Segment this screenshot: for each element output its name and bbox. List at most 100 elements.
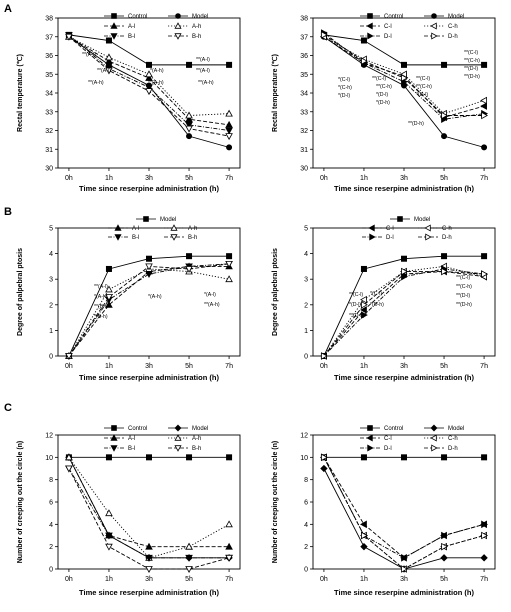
legend-item: Control <box>104 425 147 432</box>
data-point <box>105 509 113 517</box>
series-a-h <box>65 265 233 359</box>
legend-item: Model <box>390 216 430 223</box>
series-c-l <box>319 453 487 562</box>
series-line <box>68 457 230 559</box>
legend-label: C-l <box>384 436 392 442</box>
legend-marker <box>431 13 437 19</box>
y-tick-label: 2 <box>304 302 308 309</box>
data-point <box>225 127 233 135</box>
y-tick-label: 2 <box>49 544 53 551</box>
x-axis-title: Time since reserpine administration (h) <box>334 588 474 597</box>
data-point <box>481 61 488 68</box>
data-point <box>481 520 489 529</box>
legend-marker <box>367 425 373 431</box>
data-point <box>361 531 368 540</box>
significance-annotation: **(D-h) <box>456 302 472 308</box>
data-point <box>481 531 489 540</box>
legend-item: A-h <box>168 22 201 30</box>
x-tick-label: 7h <box>480 363 488 370</box>
legend-label: B-h <box>192 446 201 452</box>
x-tick-label: 3h <box>145 363 153 370</box>
legend-marker <box>175 13 181 19</box>
legend-label: B-l <box>128 34 135 40</box>
legend-marker <box>111 13 117 19</box>
y-tick-label: 8 <box>49 477 53 484</box>
y-tick-label: 35 <box>300 72 308 79</box>
significance-annotation: **(C-l) <box>372 76 386 82</box>
data-point <box>145 61 152 68</box>
chart-6: 0 2 4 6 8 10 12 0h 1h 3h 5h 7h Time since reserpine … <box>272 424 496 597</box>
series-line <box>323 457 485 559</box>
data-point <box>105 543 113 551</box>
series-control <box>65 454 233 461</box>
y-tick-label: 0 <box>304 567 308 574</box>
legend-marker <box>366 22 373 30</box>
significance-annotation: **(D-h) <box>408 121 424 127</box>
data-point <box>320 464 328 473</box>
data-point <box>360 295 367 304</box>
data-point <box>105 294 113 302</box>
chart-2: 30 31 32 33 34 35 36 37 38 0h 1h 3h 5h 7h Time since r… <box>271 13 496 193</box>
data-point <box>145 74 153 81</box>
data-point <box>321 453 328 462</box>
data-point <box>185 125 193 133</box>
data-point <box>225 554 233 562</box>
legend-marker <box>170 234 178 241</box>
data-point <box>360 37 367 44</box>
x-tick-label: 5h <box>185 175 193 182</box>
legend-item: B-h <box>168 445 201 452</box>
y-tick-label: 38 <box>300 16 308 23</box>
series-line <box>68 36 230 116</box>
legend-marker <box>111 425 117 431</box>
data-point <box>225 260 233 268</box>
y-tick-label: 33 <box>45 109 53 116</box>
y-tick-label: 0 <box>304 354 308 361</box>
y-tick-label: 6 <box>49 500 53 507</box>
x-tick-label: 3h <box>400 576 408 583</box>
legend-item: D-h <box>424 444 458 452</box>
legend-label: A-l <box>132 226 139 232</box>
legend-item: D-l <box>360 32 392 40</box>
significance-annotation: **(B-l) <box>94 304 108 310</box>
significance-annotation: **(A-l) <box>196 68 210 74</box>
significance-annotation: *(C-l) <box>338 77 350 83</box>
y-tick-label: 12 <box>300 433 308 440</box>
significance-annotation: *(D-l) <box>338 93 350 99</box>
x-tick-label: 1h <box>360 175 368 182</box>
data-point <box>401 554 408 562</box>
y-axis-title: Degree of palpebral ptosis <box>17 248 24 336</box>
legend-item: Model <box>168 13 208 20</box>
panel-label-c: C <box>4 402 12 414</box>
significance-annotation: **(A-h) <box>88 80 104 86</box>
y-tick-label: 34 <box>300 91 308 98</box>
significance-annotation: **(A-l) <box>196 57 210 63</box>
legend-label: B-l <box>132 235 139 241</box>
legend-marker <box>368 224 375 232</box>
significance-annotation: *(D-h) <box>370 302 384 308</box>
data-point <box>440 554 448 562</box>
y-tick-label: 1 <box>304 328 308 335</box>
legend-label: B-l <box>128 446 135 452</box>
data-point <box>225 542 233 550</box>
series-a-h <box>65 32 233 119</box>
data-point <box>480 102 487 110</box>
y-tick-label: 32 <box>45 128 53 135</box>
legend: Control Model C-l C-h D-l D-h <box>360 13 464 40</box>
legend-label: Model <box>192 14 208 20</box>
chart-5: 0 2 4 6 8 10 12 0h 1h 3h 5h 7h Time since reserpine … <box>17 424 241 597</box>
y-tick-label: 31 <box>300 147 308 154</box>
significance-annotation: *(C-l) <box>370 291 382 297</box>
series-b-l <box>65 260 233 360</box>
legend-item: Model <box>136 216 176 223</box>
data-point <box>105 67 113 75</box>
x-tick-label: 5h <box>440 363 448 370</box>
x-tick-label: 7h <box>225 363 233 370</box>
y-tick-label: 32 <box>300 128 308 135</box>
chart-3: 0 1 2 3 4 5 0h 1h 3h 5h 7h Time since reserpine adm… <box>17 216 241 382</box>
legend-item: B-l <box>104 33 135 40</box>
y-tick-label: 35 <box>45 72 53 79</box>
x-tick-label: 5h <box>440 576 448 583</box>
legend: Control Model A-l A-h B-l B-h <box>104 424 208 452</box>
y-tick-label: 2 <box>49 302 53 309</box>
